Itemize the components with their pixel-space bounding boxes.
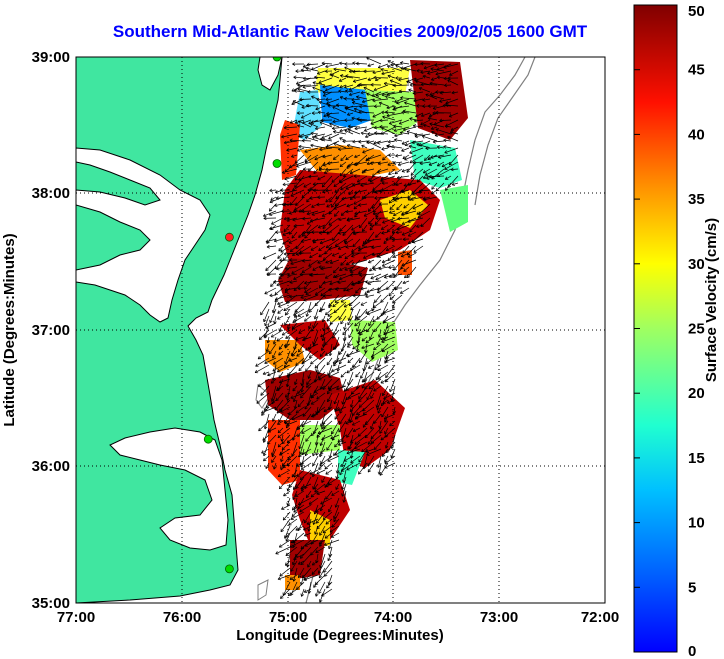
bathymetry-contour [474, 57, 536, 206]
colorbar-tick-label: 0 [688, 643, 696, 659]
y-tick-label: 37:00 [32, 322, 70, 339]
colorbar-tick-label: 50 [688, 3, 705, 20]
station-marker [225, 232, 234, 242]
delaware-bay [257, 57, 283, 91]
colorbar-tick-label: 35 [688, 191, 705, 208]
colorbar-tick-label: 30 [688, 256, 705, 273]
y-axis-label: Latitude (Degrees:Minutes) [1, 233, 18, 426]
station-marker [203, 434, 213, 444]
x-tick-label: 75:00 [269, 609, 307, 626]
chesapeake-bay [76, 147, 211, 323]
x-tick-label: 77:00 [57, 609, 95, 626]
y-tick-label: 38:00 [32, 185, 70, 202]
station-marker [272, 57, 282, 62]
x-tick-label: 74:00 [374, 609, 412, 626]
colorbar-tick-label: 15 [688, 450, 705, 467]
bathymetry-contour [257, 579, 269, 601]
velocity-field [265, 60, 468, 590]
y-tick-label: 35:00 [32, 595, 70, 612]
colorbar [633, 4, 678, 653]
colorbar-tick-label: 5 [688, 579, 696, 596]
y-tick-label: 39:00 [32, 49, 70, 66]
x-axis-label: Longitude (Degrees:Minutes) [236, 627, 444, 644]
x-ticks: 77:00 76:00 75:00 74:00 73:00 72:00 [57, 609, 619, 626]
land-mass [76, 57, 283, 603]
station-marker [225, 564, 234, 574]
x-tick-label: 72:00 [581, 609, 619, 626]
y-ticks: 39:00 38:00 37:00 36:00 35:00 [32, 49, 70, 612]
colorbar-ticks: 0 5 10 15 20 25 30 35 40 45 50 [634, 3, 705, 659]
y-tick-label: 36:00 [32, 458, 70, 475]
station-marker [272, 159, 282, 168]
colorbar-label: Surface Velocity (cm/s) [703, 218, 720, 382]
x-tick-label: 73:00 [480, 609, 518, 626]
station-markers [203, 57, 282, 574]
pamlico-sound [109, 427, 229, 551]
colorbar-tick-label: 20 [688, 385, 705, 402]
grid-lines [76, 57, 605, 603]
colorbar-tick-label: 10 [688, 515, 705, 532]
colorbar-tick-label: 25 [688, 321, 705, 338]
velocity-vectors [254, 57, 459, 603]
colorbar-tick-label: 40 [688, 126, 705, 143]
colorbar-tick-label: 45 [688, 62, 705, 79]
x-tick-label: 76:00 [163, 609, 201, 626]
bathymetry-contour [255, 384, 271, 409]
chart-title: Southern Mid-Atlantic Raw Velocities 200… [112, 22, 588, 41]
